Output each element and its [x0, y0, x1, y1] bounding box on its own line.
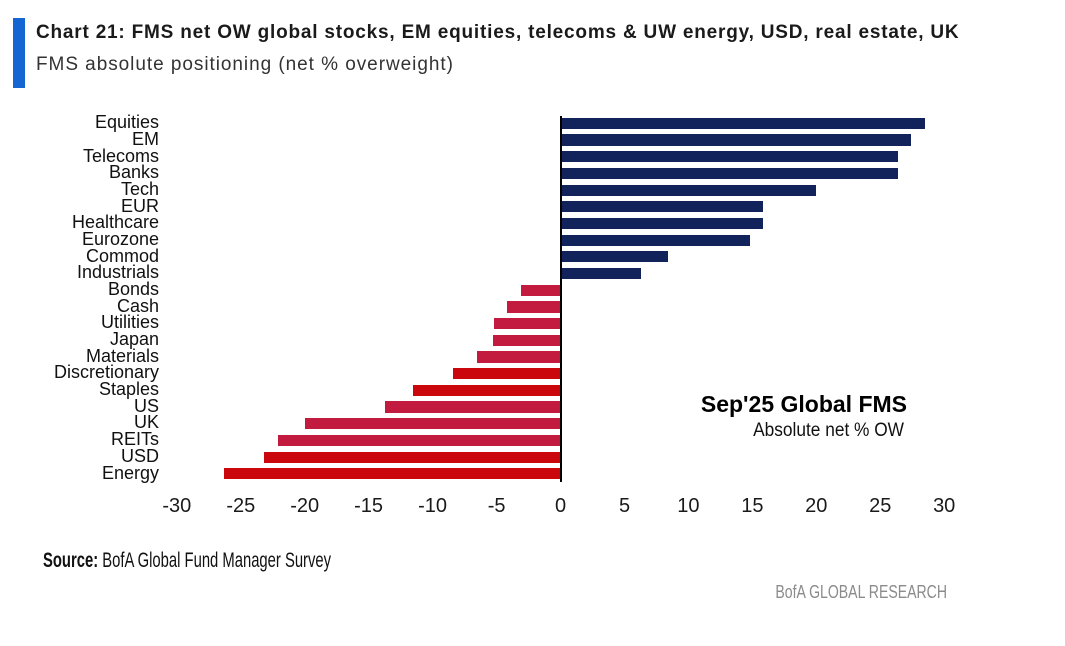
category-label-utilities: Utilities — [100, 312, 159, 333]
x-tick-label--15: -15 — [354, 494, 384, 517]
bar-materials — [477, 351, 561, 363]
category-label-cash: Cash — [116, 295, 159, 316]
x-tick-label--30: -30 — [162, 494, 192, 517]
x-tick-label-10: 10 — [677, 494, 700, 517]
x-tick-label-0: 0 — [554, 494, 567, 517]
x-tick-label-20: 20 — [805, 494, 828, 517]
chart-title: Chart 21: FMS net OW global stocks, EM e… — [36, 22, 960, 43]
title-accent-bar — [13, 18, 25, 88]
bar-japan — [492, 334, 561, 346]
bar-uk — [304, 418, 561, 430]
x-tick-label-30: 30 — [933, 494, 956, 517]
bar-eurozone — [560, 234, 750, 246]
bar-commod — [560, 251, 668, 263]
bar-usd — [263, 451, 561, 463]
category-label-banks: Banks — [108, 162, 159, 183]
x-tick-label--20: -20 — [290, 494, 320, 517]
category-label-tech: Tech — [120, 178, 159, 199]
zero-axis-line — [559, 115, 562, 482]
x-tick-label--5: -5 — [487, 494, 506, 517]
category-label-healthcare: Healthcare — [71, 212, 159, 233]
annotation-title: Sep'25 Global FMS — [700, 391, 907, 417]
source-label: Source: — [43, 549, 99, 572]
x-tick-label--10: -10 — [418, 494, 448, 517]
bar-us — [385, 401, 561, 413]
bar-banks — [560, 167, 899, 180]
category-label-japan: Japan — [109, 329, 159, 349]
x-tick-label--25: -25 — [226, 494, 256, 517]
bar-cash — [506, 301, 561, 313]
source-text: BofA Global Fund Manager Survey — [98, 549, 332, 572]
x-tick-label-5: 5 — [618, 494, 631, 517]
category-label-equities: Equities — [94, 112, 159, 133]
category-label-eurozone: Eurozone — [81, 228, 159, 249]
category-label-eur: EUR — [120, 195, 159, 216]
annotation-subtitle: Absolute net % OW — [753, 420, 904, 441]
category-label-commod: Commod — [85, 245, 159, 266]
bar-energy — [224, 468, 561, 480]
source-line: Source: BofA Global Fund Manager Survey — [43, 549, 331, 573]
category-label-discretionary: Discretionary — [53, 362, 159, 383]
bar-eur — [560, 201, 763, 213]
bar-healthcare — [560, 217, 763, 230]
category-label-uk: UK — [133, 412, 159, 433]
x-tick-label-25: 25 — [869, 494, 892, 517]
bar-utilities — [494, 318, 561, 330]
chart-subtitle: FMS absolute positioning (net % overweig… — [36, 54, 454, 75]
bar-reits — [277, 434, 561, 447]
bar-tech — [560, 184, 817, 196]
bar-staples — [413, 384, 561, 396]
bar-telecoms — [560, 151, 899, 163]
category-label-telecoms: Telecoms — [82, 145, 159, 166]
category-label-industrials: Industrials — [76, 262, 159, 283]
bar-industrials — [560, 267, 642, 280]
bar-em — [560, 134, 911, 146]
category-label-reits: REITs — [110, 429, 159, 450]
category-label-materials: Materials — [85, 345, 159, 366]
category-label-bonds: Bonds — [107, 279, 159, 299]
brand-line: BofA GLOBAL RESEARCH — [775, 582, 947, 602]
bar-equities — [560, 117, 925, 130]
category-label-energy: Energy — [101, 462, 159, 483]
bar-bonds — [520, 284, 561, 296]
category-label-em: EM — [132, 128, 159, 149]
x-tick-label-15: 15 — [741, 494, 764, 517]
category-label-staples: Staples — [98, 379, 159, 400]
bar-discretionary — [453, 368, 561, 380]
category-label-us: US — [133, 395, 159, 416]
category-label-usd: USD — [120, 445, 159, 466]
